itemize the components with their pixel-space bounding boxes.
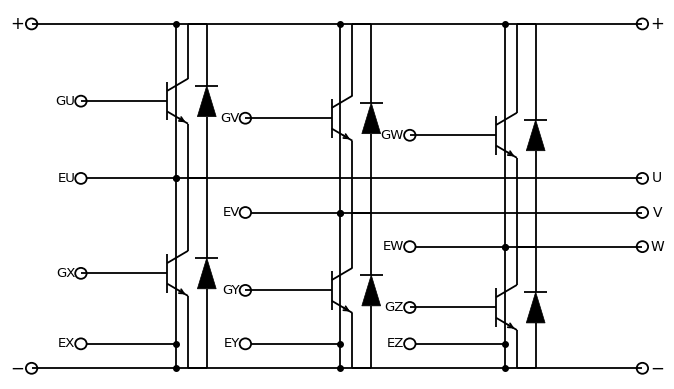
Text: GZ: GZ (385, 301, 404, 314)
Text: EW: EW (383, 240, 404, 253)
Text: EV: EV (222, 206, 240, 219)
Text: GY: GY (222, 284, 240, 297)
Text: −: − (10, 359, 24, 377)
Polygon shape (362, 103, 381, 134)
Polygon shape (362, 275, 381, 306)
Text: +: + (10, 15, 24, 33)
Polygon shape (197, 86, 216, 117)
Text: V: V (652, 205, 662, 219)
Text: EX: EX (58, 337, 75, 350)
Text: W: W (650, 240, 664, 254)
Text: GV: GV (220, 112, 240, 125)
Text: EU: EU (57, 172, 75, 185)
Text: GU: GU (55, 95, 75, 108)
Polygon shape (526, 292, 545, 323)
Polygon shape (197, 258, 216, 289)
Text: GW: GW (381, 129, 404, 142)
Text: EZ: EZ (387, 337, 404, 350)
Text: EY: EY (223, 337, 240, 350)
Text: U: U (652, 172, 663, 186)
Text: −: − (650, 359, 664, 377)
Text: +: + (650, 15, 664, 33)
Polygon shape (526, 120, 545, 151)
Text: GX: GX (56, 267, 75, 280)
